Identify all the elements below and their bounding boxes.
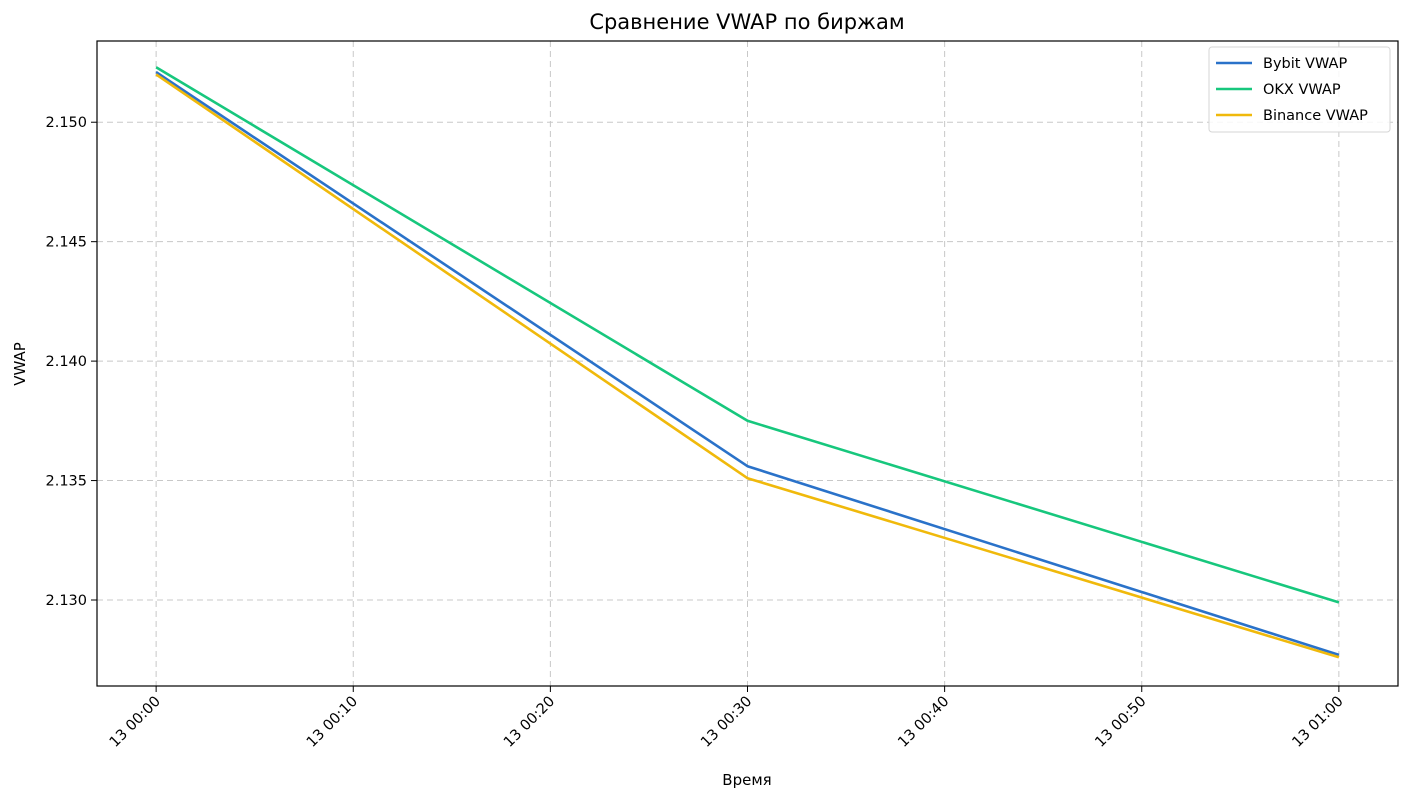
x-tick-label: 13 00:10 — [304, 694, 361, 751]
y-axis-label: VWAP — [11, 342, 29, 386]
x-tick-label: 13 00:50 — [1092, 694, 1149, 751]
legend-label: Binance VWAP — [1263, 108, 1368, 124]
legend: Bybit VWAP OKX VWAP Binance VWAP — [1208, 46, 1391, 133]
legend-label: OKX VWAP — [1263, 82, 1341, 98]
x-tick-label: 13 00:20 — [501, 694, 558, 751]
x-axis-label: Время — [722, 771, 771, 789]
series-line-binance-vwap — [155, 73, 1340, 659]
series-line-okx-vwap — [155, 66, 1340, 604]
series-line-bybit-vwap — [155, 71, 1340, 657]
y-tick-label: 2.130 — [45, 593, 87, 609]
series-layer — [155, 66, 1340, 659]
x-tick-label: 13 01:00 — [1290, 694, 1347, 751]
grid-layer — [97, 41, 1398, 686]
y-tick-label: 2.135 — [45, 474, 87, 490]
y-tick-label: 2.150 — [45, 115, 87, 131]
x-tick-label: 13 00:30 — [698, 694, 755, 751]
chart-title: Сравнение VWAP по биржам — [589, 10, 904, 34]
legend-label: Bybit VWAP — [1263, 56, 1347, 72]
legend-box — [1208, 46, 1391, 133]
y-tick-label: 2.145 — [45, 235, 87, 251]
x-tick-label: 13 00:00 — [107, 694, 164, 751]
x-tick-label: 13 00:40 — [895, 694, 952, 751]
y-tick-label: 2.140 — [45, 354, 87, 370]
